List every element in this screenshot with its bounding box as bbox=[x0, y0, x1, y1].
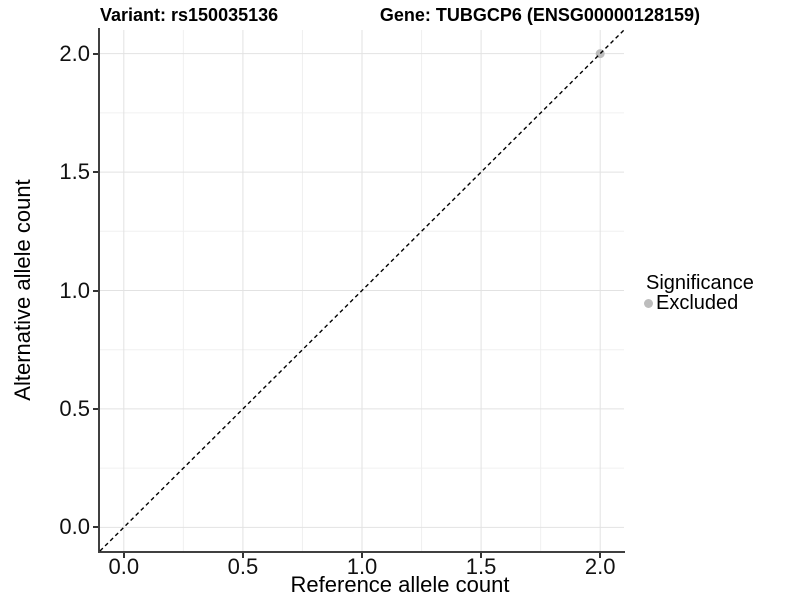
gene-title: Gene: TUBGCP6 (ENSG00000128159) bbox=[379, 5, 700, 25]
y-tick-label: 2.0 bbox=[59, 40, 90, 66]
y-tick-mark bbox=[93, 52, 98, 55]
variant-title: Variant: rs150035136 bbox=[100, 5, 279, 25]
x-tick-mark bbox=[599, 553, 602, 558]
x-tick-mark bbox=[241, 553, 244, 558]
legend-point-swatch bbox=[644, 298, 653, 308]
y-tick-mark bbox=[93, 407, 98, 410]
x-axis-title: Reference allele count bbox=[290, 572, 510, 597]
x-tick-mark bbox=[122, 553, 125, 558]
x-tick-label: 1.0 bbox=[346, 554, 378, 579]
y-tick-label: 0.5 bbox=[59, 395, 90, 421]
x-tick-label: 0.5 bbox=[227, 554, 259, 579]
y-axis-line bbox=[98, 28, 100, 553]
plot-panel bbox=[99, 29, 625, 552]
x-axis-line bbox=[98, 551, 625, 553]
y-tick-label: 1.5 bbox=[59, 159, 90, 185]
y-tick-label: 1.0 bbox=[59, 277, 90, 303]
x-tick-mark bbox=[361, 553, 363, 558]
x-tick-label: 0.0 bbox=[108, 554, 140, 579]
legend: Significance Excluded bbox=[644, 272, 754, 314]
identity-reference-line bbox=[99, 29, 625, 552]
legend-item-excluded: Excluded bbox=[644, 292, 754, 314]
x-tick-mark bbox=[480, 553, 483, 558]
legend-title: Significance bbox=[646, 272, 754, 294]
y-tick-mark bbox=[93, 171, 98, 174]
legend-item-label: Excluded bbox=[656, 291, 739, 314]
x-tick-label: 1.5 bbox=[465, 554, 497, 579]
plot-titles: Variant: rs150035136 Gene: TUBGCP6 (ENSG… bbox=[100, 3, 700, 27]
y-tick-mark bbox=[93, 289, 98, 292]
y-tick-label: 0.0 bbox=[59, 514, 90, 540]
x-tick-label: 2.0 bbox=[584, 554, 616, 579]
y-tick-mark bbox=[93, 526, 98, 529]
